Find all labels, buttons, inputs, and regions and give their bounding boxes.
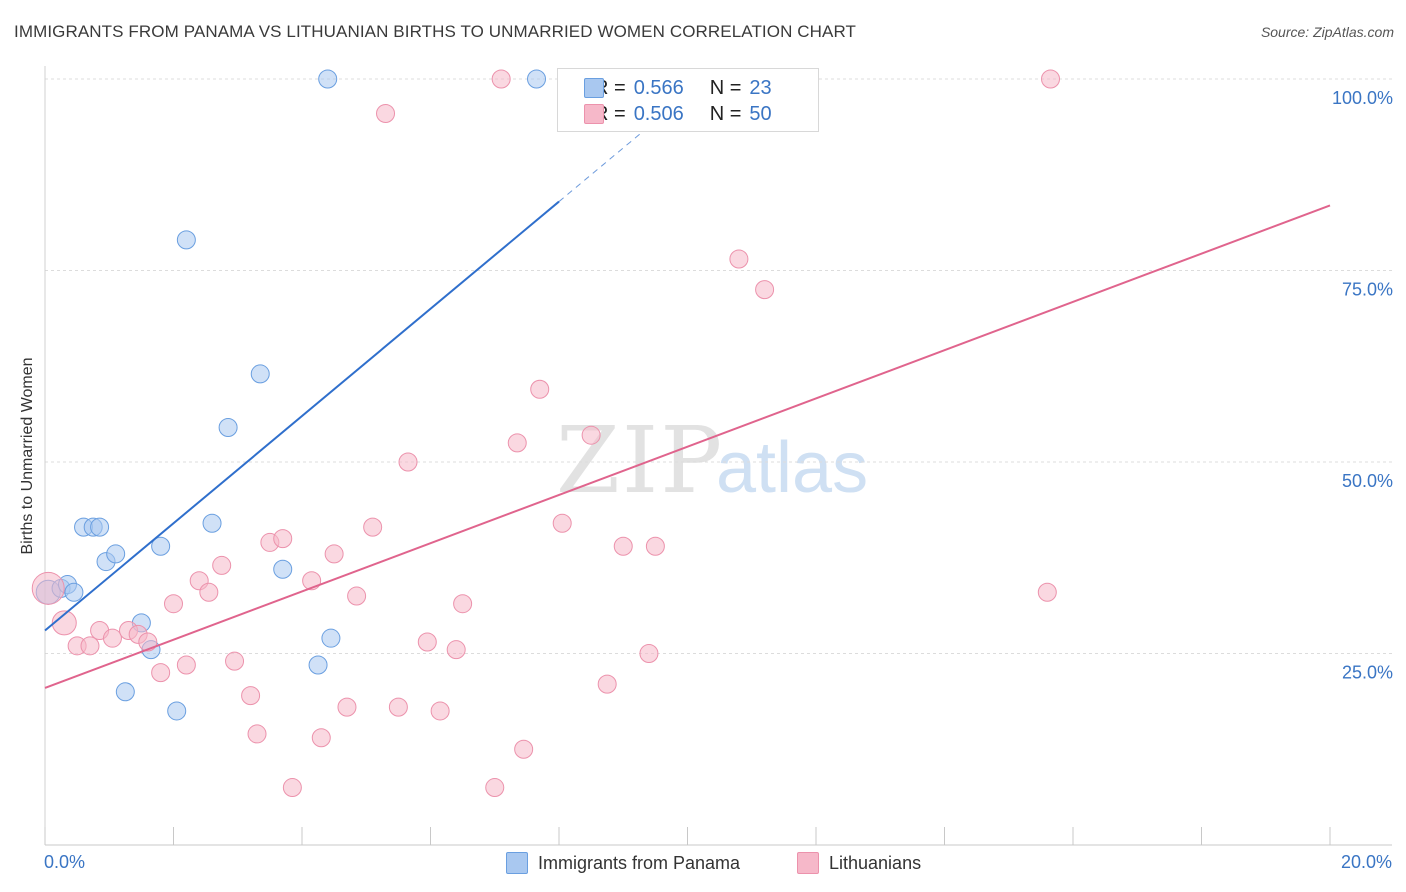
panama-point — [318, 69, 338, 89]
panama-point — [273, 559, 293, 579]
lithuanian-point — [507, 433, 527, 453]
lithuanian-point — [347, 586, 367, 606]
panama-point — [250, 364, 270, 384]
lithuanian-point — [491, 69, 511, 89]
lithuanian-point — [430, 701, 450, 721]
lithuanian-point — [613, 536, 633, 556]
lithuanian-point — [51, 610, 77, 636]
lithuanian-point — [247, 724, 267, 744]
chart-title: IMMIGRANTS FROM PANAMA VS LITHUANIAN BIR… — [14, 22, 857, 41]
lithuanian-point — [241, 686, 261, 706]
lithuanian-point — [597, 674, 617, 694]
series-legend: Immigrants from Panama Lithuanians — [0, 852, 1406, 878]
lithuanian-trend-line — [44, 204, 1331, 689]
lithuanian-point — [80, 636, 100, 656]
stats-swatch-lithuanians — [584, 104, 604, 124]
lithuanian-point — [446, 640, 466, 660]
n-value: 50 — [749, 102, 772, 125]
lithuanian-point — [639, 644, 659, 663]
lithuanian-point — [199, 582, 219, 602]
lithuanian-point — [417, 632, 437, 652]
lithuanian-point — [225, 651, 245, 671]
stats-swatch-panama — [584, 78, 604, 98]
lithuanian-point — [376, 103, 396, 123]
lithuanian-point — [1037, 582, 1057, 602]
x-tick-label-max: 20.0% — [1340, 852, 1392, 872]
lithuanian-point — [453, 594, 473, 614]
lithuanian-point — [324, 544, 344, 564]
panama-point — [527, 69, 547, 89]
lithuanian-point — [212, 555, 232, 575]
panama-point — [90, 517, 110, 537]
lithuanian-point — [581, 425, 601, 445]
panama-point — [64, 582, 84, 602]
n-label: N = — [709, 102, 742, 125]
lithuanian-point — [530, 379, 550, 399]
panama-point — [321, 628, 341, 648]
legend-item-panama: Immigrants from Panama — [506, 852, 740, 874]
panama-point — [308, 655, 328, 675]
lithuanian-point — [164, 594, 183, 614]
legend-swatch-lithuanians — [797, 852, 819, 874]
panama-point — [202, 513, 222, 533]
lithuanian-point — [102, 628, 122, 648]
lithuanian-point — [1041, 69, 1061, 89]
n-value: 23 — [749, 76, 772, 99]
lithuanian-point — [645, 536, 665, 556]
legend-label-panama: Immigrants from Panama — [538, 852, 741, 873]
legend-label-lithuanians: Lithuanians — [829, 852, 922, 873]
watermark-zip: ZIP — [556, 407, 724, 514]
r-value: 0.566 — [633, 76, 684, 99]
panama-point — [151, 536, 171, 556]
lithuanian-point — [273, 529, 293, 549]
lithuanian-point — [31, 571, 65, 605]
source-label: Source: ZipAtlas.com — [1260, 24, 1394, 40]
lithuanian-point — [552, 513, 572, 533]
panama-point — [176, 230, 196, 250]
lithuanian-point — [388, 697, 408, 717]
stats-row-lithuanians: R = 0.506 N = 50 — [584, 101, 772, 127]
lithuanian-point — [337, 697, 357, 717]
y-tick-label: 100.0% — [1332, 88, 1393, 108]
panama-point — [218, 418, 238, 438]
lithuanian-point — [138, 632, 158, 652]
lithuanian-point — [176, 655, 196, 675]
stats-row-panama: R = 0.566 N = 23 — [584, 75, 772, 101]
lithuanian-point — [514, 739, 534, 759]
stats-legend: R = 0.566 N = 23 R = 0.506 N = 50 — [557, 68, 819, 132]
panama-point — [106, 544, 126, 564]
r-value: 0.506 — [633, 102, 684, 125]
panama-trend-extension — [558, 120, 656, 202]
lithuanian-point — [485, 778, 505, 798]
lithuanian-point — [398, 452, 418, 472]
legend-swatch-panama — [506, 852, 528, 874]
lithuanian-point — [729, 249, 749, 269]
panama-point — [115, 682, 135, 702]
lithuanian-point — [151, 663, 171, 683]
y-tick-label: 75.0% — [1342, 280, 1393, 300]
legend-item-lithuanians: Lithuanians — [797, 852, 921, 874]
lithuanian-point — [755, 280, 775, 300]
panama-point — [167, 701, 187, 721]
lithuanian-point — [363, 517, 383, 537]
lithuanian-point — [282, 778, 302, 798]
lithuanian-point — [311, 728, 331, 748]
watermark-atlas: atlas — [716, 428, 868, 508]
y-tick-label: 50.0% — [1342, 471, 1393, 491]
n-label: N = — [709, 76, 742, 99]
y-tick-label: 25.0% — [1342, 663, 1393, 683]
panama-trend-line — [44, 200, 560, 632]
x-tick-label-min: 0.0% — [44, 852, 86, 872]
